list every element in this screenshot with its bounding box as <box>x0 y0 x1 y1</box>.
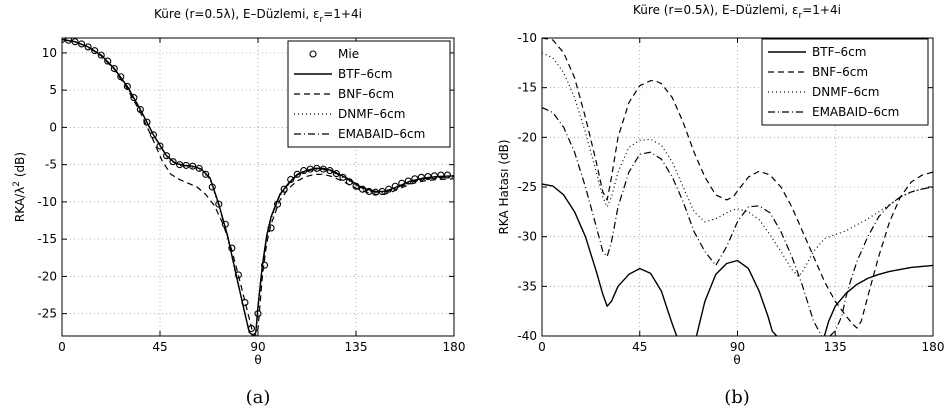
chart-b-legend-emabaid-6cm-label: EMABAID–6cm <box>812 105 899 119</box>
chart-b-title: Küre (r=0.5λ), E–Düzlemi, εr=1+4i <box>633 3 841 21</box>
chart-a-series-mie-point <box>260 261 269 269</box>
chart-a-series-mie-point <box>234 271 242 279</box>
chart-a-ytick-label: -10 <box>37 195 57 209</box>
chart-a-title: Küre (r=0.5λ), E–Düzlemi, εr=1+4i <box>154 7 362 25</box>
chart-b-series-emabaid-6cm-line <box>542 106 933 336</box>
chart-b-ytick-label: -30 <box>517 230 537 244</box>
chart-b-legend-btf-6cm-label: BTF–6cm <box>812 45 866 59</box>
chart-a-series-emabaid-6cm-line <box>62 38 454 336</box>
chart-a-ytick-label: 0 <box>49 120 57 134</box>
chart-a-series-mie-point <box>104 57 112 65</box>
chart-b-series-dnmf-6cm-line <box>542 52 933 277</box>
chart-a-series-mie-point <box>215 200 223 208</box>
chart-a-ytick-label: -20 <box>37 269 57 283</box>
chart-a-series <box>62 38 454 336</box>
chart-a-series-mie-point <box>97 51 105 59</box>
chart-b-xlabel: θ <box>733 353 740 367</box>
chart-a-legend-btf-6cm-label: BTF–6cm <box>338 67 392 81</box>
chart-a-series-mie-point <box>162 152 171 160</box>
chart-a-caption: (a) <box>246 387 271 408</box>
chart-a-legend: Mie BTF–6cm BNF–6cm DNMF–6cm EMABAID–6cm <box>287 40 451 148</box>
chart-a-series-mie-point <box>91 47 99 55</box>
chart-a-legend-mie-label: Mie <box>338 47 359 61</box>
chart-a-xtick-label: 180 <box>443 340 466 354</box>
chart-a-series-bnf-6cm-line <box>62 38 454 336</box>
chart-a-series-mie-point <box>372 188 380 196</box>
chart-a-xtick-label: 90 <box>250 340 265 354</box>
chart-b-ytick-label: -25 <box>517 180 537 194</box>
chart-a-legend-dnmf-6cm-label: DNMF–6cm <box>338 107 405 121</box>
chart-b-ylabel: RKA Hatası (dB) <box>497 139 511 234</box>
chart-a-series-mie-point <box>202 170 210 178</box>
chart-a-ytick-label: -25 <box>37 307 57 321</box>
chart-a-xtick-label: 45 <box>152 340 167 354</box>
chart-panel-b: Küre (r=0.5λ), E–Düzlemi, εr=1+4i 0 45 90 1… <box>497 3 944 408</box>
chart-b-xtick-label: 180 <box>922 340 944 354</box>
chart-b-ytick-label: -10 <box>517 31 537 45</box>
chart-a-series-mie-point <box>149 131 158 139</box>
chart-b-ytick-label: -20 <box>517 130 537 144</box>
chart-a-series-mie-point <box>143 118 151 126</box>
chart-b-xtick-label: 45 <box>632 340 647 354</box>
chart-a-series-mie-point <box>443 171 452 179</box>
chart-b-ytick-label: -40 <box>517 329 537 343</box>
chart-b-legend-box <box>761 38 929 126</box>
chart-a-ytick-label: 5 <box>49 83 57 97</box>
chart-a-ytick-label: -15 <box>37 232 57 246</box>
chart-a-series-mie-point <box>156 142 164 150</box>
chart-a-series-mie-point <box>110 64 118 73</box>
chart-a-ytick-label: 10 <box>42 46 57 60</box>
chart-b-grid <box>542 38 933 336</box>
chart-a-legend-bnf-6cm-label: BNF–6cm <box>338 87 394 101</box>
chart-b-series-bnf-6cm-line <box>542 38 933 329</box>
chart-a-ticks: 0 45 90 135 180 10 5 0 -5 -10 -15 -20 -25 <box>37 38 465 354</box>
chart-b-xtick-label: 90 <box>730 340 745 354</box>
chart-a-series-dnmf-6cm-line <box>62 38 454 336</box>
chart-a-series-mie-point <box>78 40 86 48</box>
chart-a-series-mie-point <box>430 172 438 180</box>
chart-a-ytick-label: -5 <box>45 158 57 172</box>
chart-a-ylabel: RKA/λ2 (dB) <box>12 152 27 222</box>
chart-panel-a: Küre (r=0.5λ), E–Düzlemi, εr=1+4i 0 45 90 1… <box>12 7 465 408</box>
chart-b-series-btf-6cm-line <box>542 183 933 336</box>
chart-b-legend-bnf-6cm-label: BNF–6cm <box>812 65 868 79</box>
chart-a-xlabel: θ <box>254 353 261 367</box>
chart-b-legend: BTF–6cm BNF–6cm DNMF–6cm EMABAID–6cm <box>761 38 929 126</box>
chart-b-caption: (b) <box>724 387 750 408</box>
chart-b-legend-dnmf-6cm-label: DNMF–6cm <box>812 85 879 99</box>
chart-a-series-mie-point <box>130 94 138 102</box>
chart-b-ytick-label: -15 <box>517 81 537 95</box>
chart-a-series-mie-point <box>169 158 177 166</box>
chart-b-ticks: 0 45 90 135 180 -10 -15 -20 -25 -30 -35 -40 <box>517 31 944 354</box>
chart-a-xtick-label: 0 <box>58 340 66 354</box>
chart-b-series <box>542 38 933 336</box>
chart-a-series-mie-point <box>332 170 340 178</box>
chart-a-legend-mie-marker <box>309 50 317 58</box>
chart-b-ytick-label: -35 <box>517 279 537 293</box>
chart-a-legend-emabaid-6cm-label: EMABAID–6cm <box>338 127 425 141</box>
chart-a-series-mie-point <box>287 176 295 184</box>
chart-a-series-mie-point <box>280 185 288 193</box>
chart-a-xtick-label: 135 <box>345 340 368 354</box>
chart-b-xtick-label: 0 <box>538 340 546 354</box>
chart-b-xtick-label: 135 <box>824 340 847 354</box>
